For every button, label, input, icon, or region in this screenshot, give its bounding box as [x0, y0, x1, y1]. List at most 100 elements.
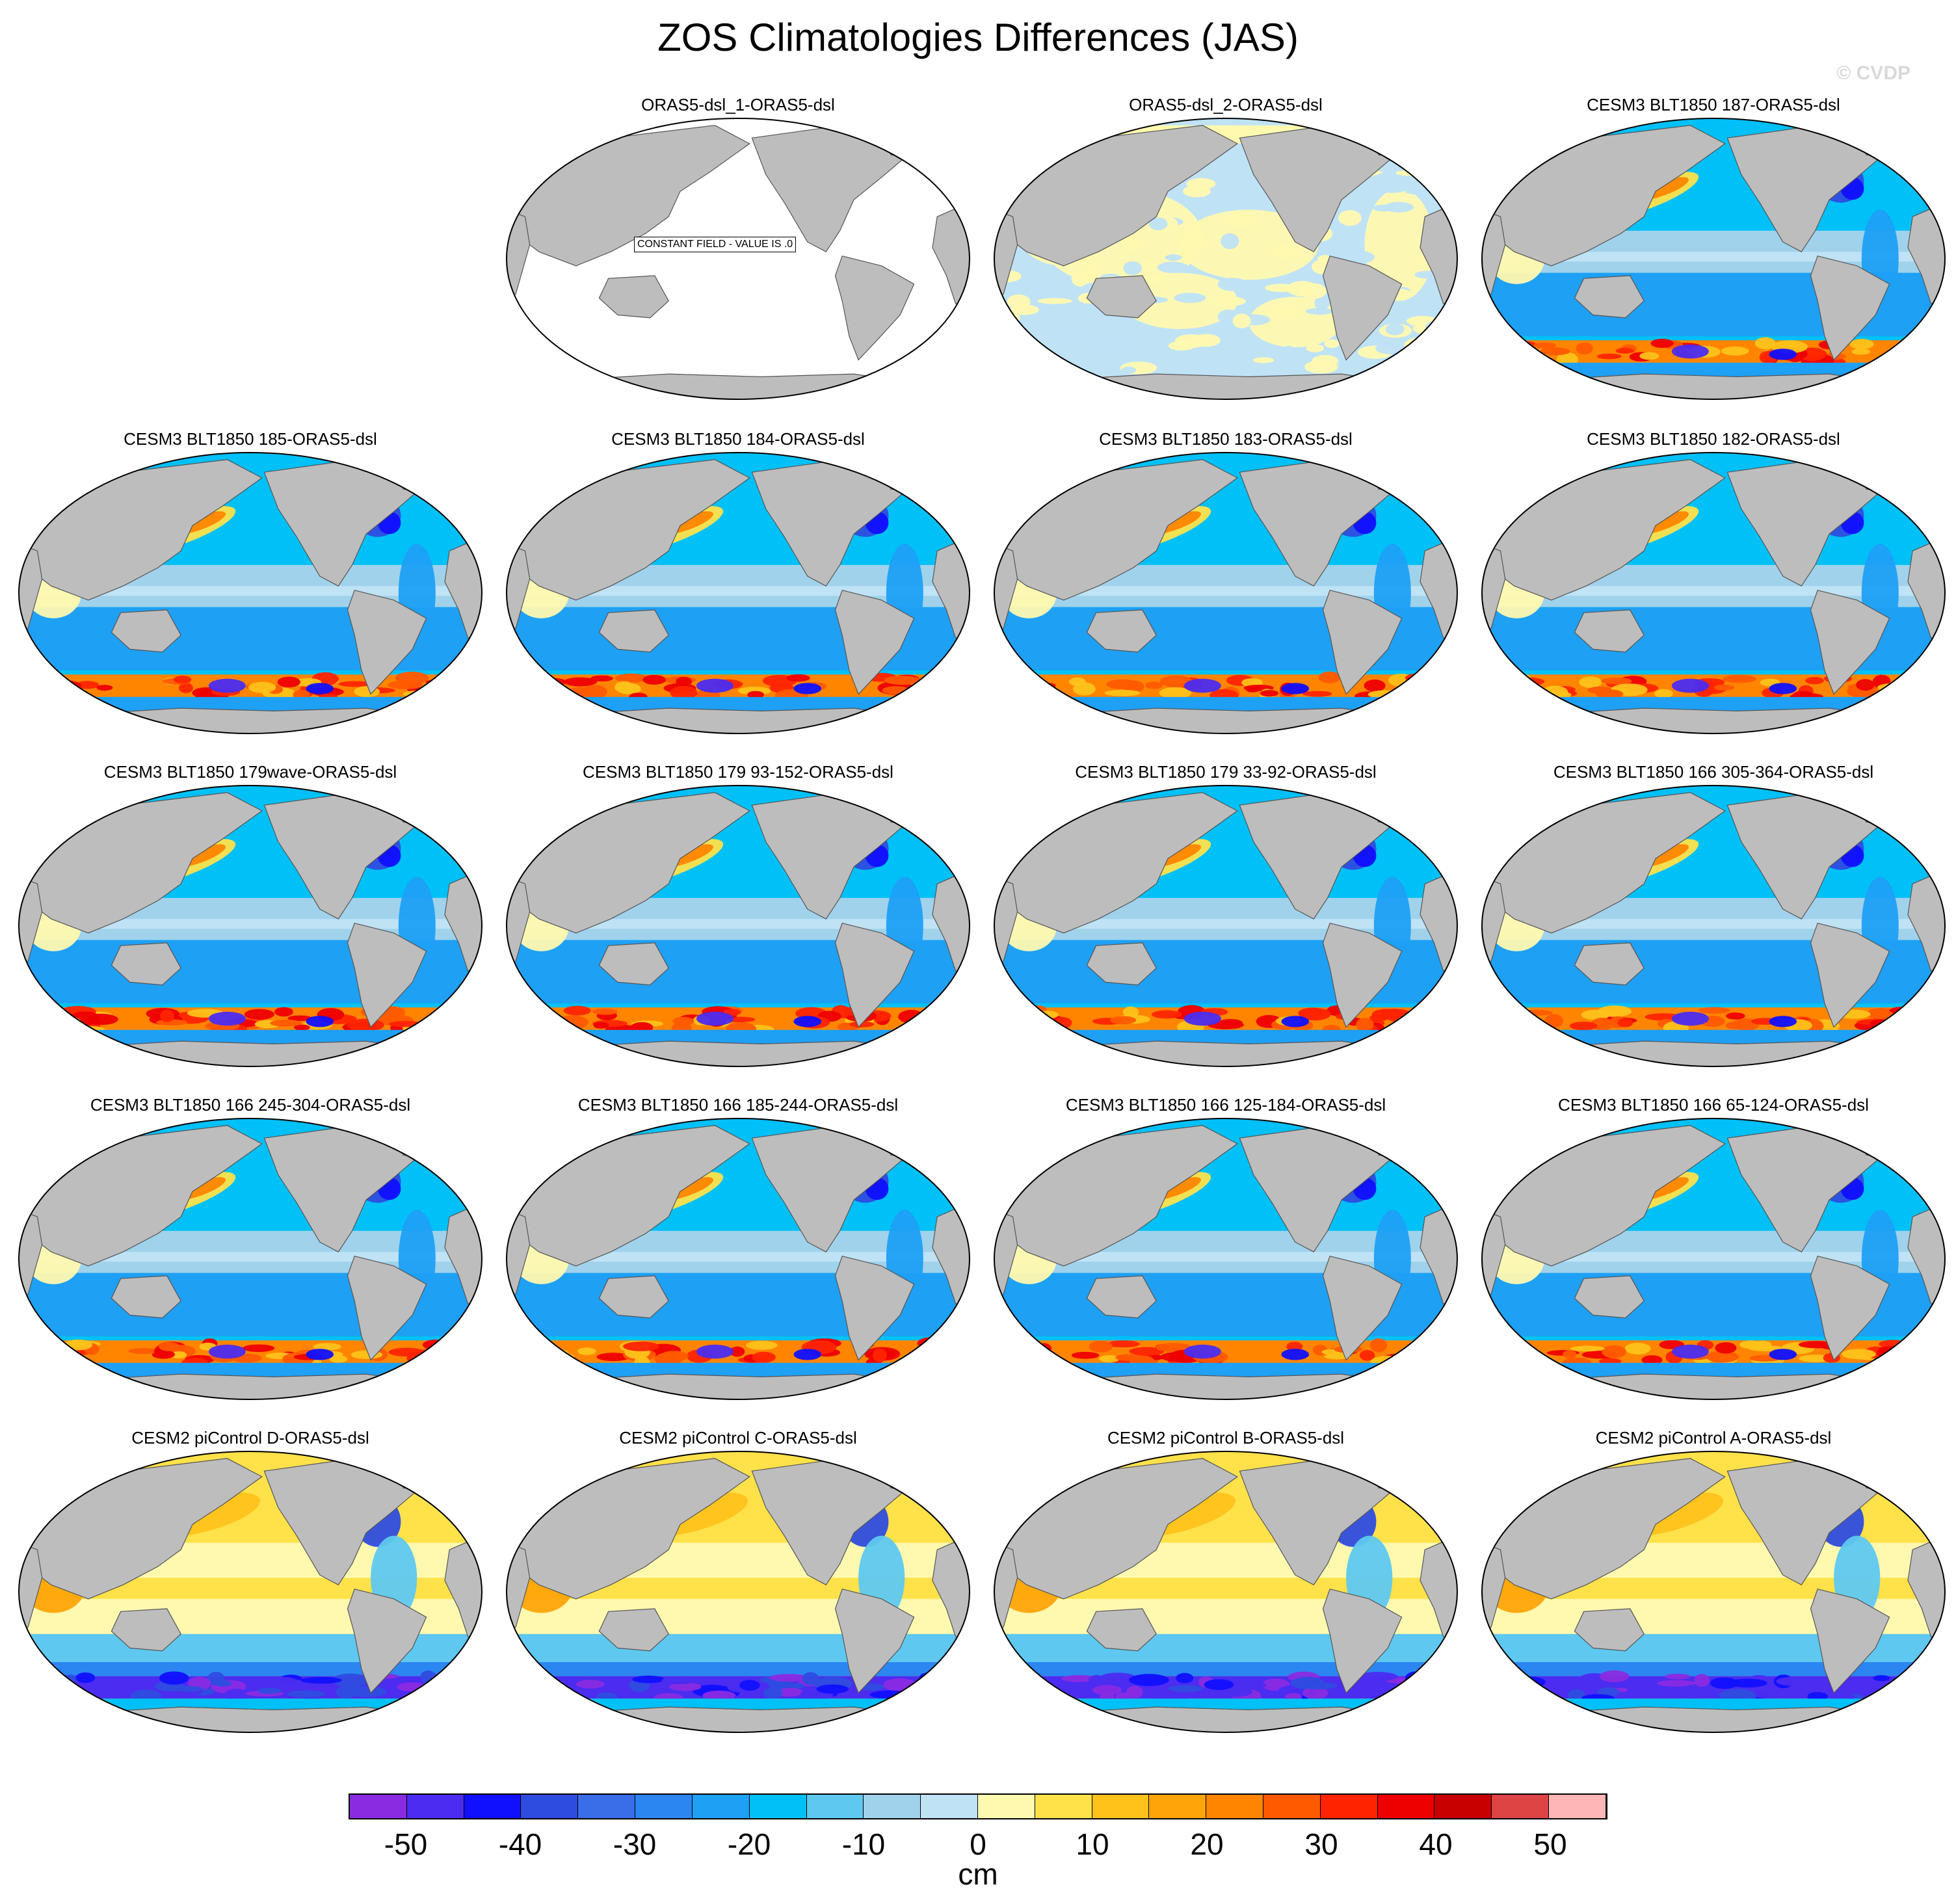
- continent-southAmerica: [834, 589, 915, 695]
- map-panel: CESM2 piControl C-ORAS5-dsl: [501, 1428, 975, 1747]
- colorbar-swatch: [864, 1795, 921, 1818]
- map-panel: CESM3 BLT1850 166 305-364-ORAS5-dsl: [1476, 762, 1951, 1081]
- world-map: [18, 785, 482, 1067]
- continent-africa: [932, 202, 970, 304]
- continent-australia: [598, 1608, 669, 1652]
- continent-africa: [1907, 202, 1945, 304]
- map-panel: CESM3 BLT1850 179wave-ORAS5-dsl: [13, 762, 488, 1081]
- map-panel-title: ORAS5-dsl_1-ORAS5-dsl: [641, 95, 835, 114]
- map-panel: CESM3 BLT1850 185-ORAS5-dsl: [13, 429, 488, 748]
- map-panel: CESM2 piControl B-ORAS5-dsl: [988, 1428, 1463, 1747]
- continent-africa: [444, 536, 482, 639]
- colorbar-swatch: [921, 1795, 978, 1818]
- world-map: [1481, 785, 1946, 1067]
- world-map: [506, 452, 970, 734]
- continent-africaWest: [1482, 209, 1506, 302]
- map-panel: CESM2 piControl A-ORAS5-dsl: [1476, 1428, 1951, 1747]
- continent-africaWest: [994, 209, 1018, 302]
- map-panel: CESM3 BLT1850 179 93-152-ORAS5-dsl: [501, 762, 975, 1081]
- continent-southAmerica: [1322, 922, 1403, 1028]
- colorbar-swatch: [1035, 1795, 1092, 1818]
- colorbar-tick-label: -30: [613, 1827, 657, 1861]
- map-panel-title: CESM2 piControl B-ORAS5-dsl: [1107, 1428, 1345, 1448]
- continent-australia: [1574, 1608, 1645, 1652]
- world-map: [18, 1451, 482, 1733]
- world-map: [994, 118, 1458, 400]
- map-panel: CESM2 piControl D-ORAS5-dsl: [13, 1428, 488, 1747]
- colorbar-swatch: [350, 1795, 407, 1818]
- colorbar-tick-label: 10: [1076, 1827, 1109, 1861]
- continent-africaWest: [1482, 1542, 1506, 1635]
- continent-africaWest: [507, 1209, 531, 1302]
- map-panel-title: CESM3 BLT1850 166 245-304-ORAS5-dsl: [90, 1095, 411, 1115]
- continent-africa: [1420, 536, 1457, 639]
- continent-australia: [1086, 1608, 1157, 1652]
- map-panel-title: CESM3 BLT1850 166 305-364-ORAS5-dsl: [1553, 762, 1874, 782]
- world-map: [506, 1118, 970, 1400]
- continent-southAmerica: [834, 1588, 915, 1694]
- colorbar-tick-label: 50: [1533, 1827, 1567, 1861]
- map-panel: CESM3 BLT1850 184-ORAS5-dsl: [501, 429, 975, 748]
- world-map: [506, 1451, 970, 1733]
- continent-southAmerica: [347, 1588, 427, 1694]
- world-map: [1481, 1118, 1946, 1400]
- continent-australia: [1086, 275, 1157, 319]
- continent-southAmerica: [834, 255, 915, 361]
- continent-africaWest: [19, 543, 43, 637]
- map-panel-title: CESM2 piControl A-ORAS5-dsl: [1595, 1428, 1832, 1448]
- map-panel: ORAS5-dsl_1-ORAS5-dsl: [501, 95, 975, 414]
- colorbar-tick-label: -20: [727, 1827, 771, 1861]
- continent-southAmerica: [834, 1255, 915, 1361]
- map-panel: CESM3 BLT1850 166 245-304-ORAS5-dsl: [13, 1095, 488, 1414]
- continent-southAmerica: [1810, 1588, 1890, 1694]
- map-panel-title: CESM3 BLT1850 179 93-152-ORAS5-dsl: [583, 762, 893, 782]
- colorbar-swatch: [1206, 1795, 1263, 1818]
- continent-australia: [1086, 942, 1157, 986]
- continent-africaWest: [19, 1209, 43, 1302]
- continent-africaWest: [994, 876, 1018, 970]
- map-panel-title: CESM3 BLT1850 185-ORAS5-dsl: [124, 429, 377, 449]
- continent-africa: [1420, 1535, 1457, 1637]
- colorbar-tick-label: -40: [498, 1827, 542, 1861]
- map-panel-title: CESM3 BLT1850 182-ORAS5-dsl: [1587, 429, 1840, 449]
- continent-africa: [932, 1202, 970, 1304]
- continent-australia: [1574, 275, 1645, 319]
- continent-southAmerica: [347, 1255, 427, 1361]
- continent-southAmerica: [834, 922, 915, 1028]
- colorbar-swatch: [1263, 1795, 1321, 1818]
- map-panel-title: CESM3 BLT1850 179 33-92-ORAS5-dsl: [1075, 762, 1377, 782]
- colorbar-swatch: [521, 1795, 579, 1818]
- watermark: © CVDP: [1836, 62, 1910, 84]
- continent-africa: [444, 1202, 482, 1304]
- map-panel-title: CESM3 BLT1850 166 125-184-ORAS5-dsl: [1065, 1095, 1386, 1115]
- colorbar-swatch: [406, 1795, 464, 1818]
- world-map: [994, 452, 1458, 734]
- continent-africa: [1907, 536, 1945, 639]
- colorbar-swatch: [635, 1795, 693, 1818]
- world-map: [18, 452, 482, 734]
- continent-africaWest: [994, 1209, 1018, 1302]
- continent-africaWest: [19, 876, 43, 970]
- map-panel-title: CESM3 BLT1850 179wave-ORAS5-dsl: [103, 762, 397, 782]
- continent-africaWest: [994, 1542, 1018, 1635]
- continent-africa: [1907, 1535, 1945, 1637]
- world-map: [506, 785, 970, 1067]
- colorbar-tick-label: 0: [970, 1827, 986, 1861]
- colorbar-swatch: [1320, 1795, 1378, 1818]
- continent-australia: [111, 1275, 181, 1319]
- continent-africa: [1420, 1202, 1457, 1304]
- map-panel-title: ORAS5-dsl_2-ORAS5-dsl: [1129, 95, 1323, 114]
- world-map: [994, 1118, 1458, 1400]
- map-panel-title: CESM2 piControl D-ORAS5-dsl: [131, 1428, 369, 1448]
- map-panel-title: CESM3 BLT1850 187-ORAS5-dsl: [1587, 95, 1840, 114]
- page-title: ZOS Climatologies Differences (JAS): [657, 16, 1299, 59]
- colorbar-tick-label: -10: [841, 1827, 886, 1861]
- map-panel: CESM3 BLT1850 183-ORAS5-dsl: [988, 429, 1463, 748]
- colorbar-tick-label: 20: [1190, 1827, 1224, 1861]
- continent-africa: [932, 869, 970, 972]
- continent-africaWest: [19, 1542, 43, 1635]
- continent-africa: [932, 1535, 970, 1637]
- continent-southAmerica: [1810, 255, 1890, 361]
- map-panel: CESM3 BLT1850 179 33-92-ORAS5-dsl: [988, 762, 1463, 1081]
- map-panel-title: CESM3 BLT1850 166 185-244-ORAS5-dsl: [577, 1095, 899, 1115]
